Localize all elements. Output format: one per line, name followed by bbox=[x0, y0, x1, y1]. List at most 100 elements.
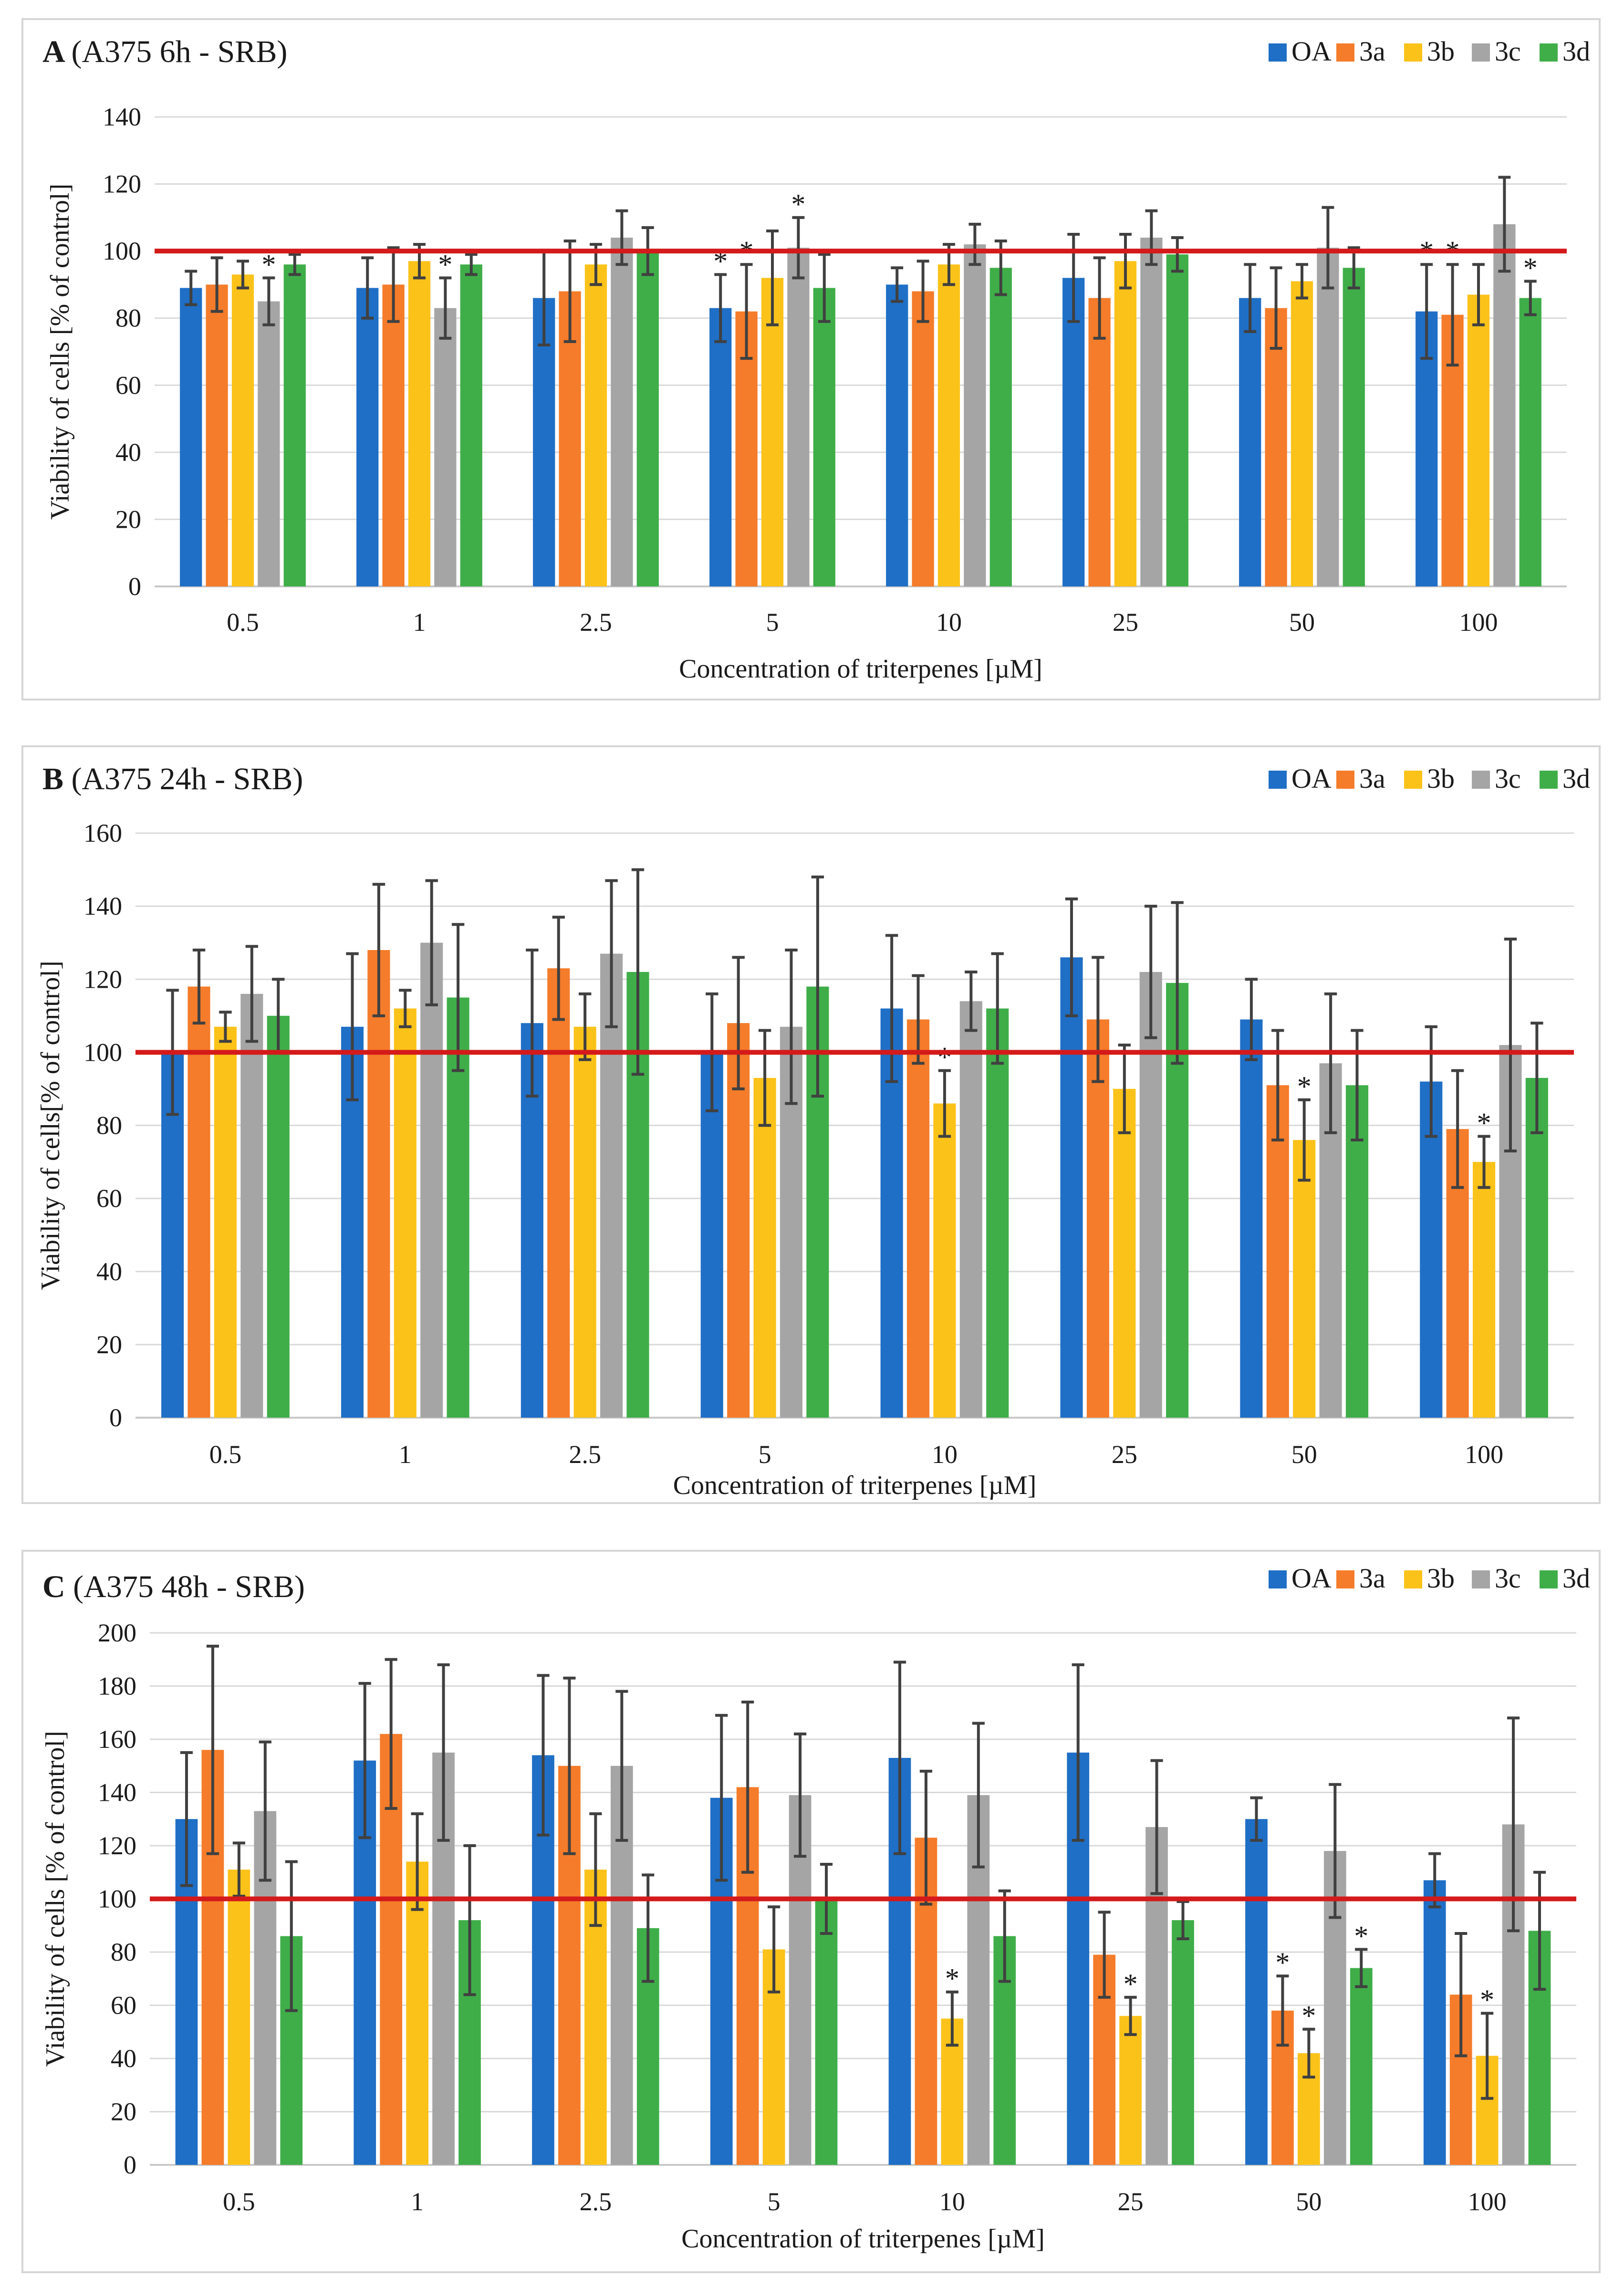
bar bbox=[912, 291, 934, 586]
bar bbox=[584, 264, 607, 586]
legend-label: 3a bbox=[1359, 36, 1385, 67]
x-axis-label: Concentration of triterpenes [µM] bbox=[681, 2224, 1045, 2254]
x-tick-label: 2.5 bbox=[569, 1440, 601, 1469]
legend-swatch bbox=[1336, 43, 1354, 62]
bar bbox=[267, 1015, 290, 1418]
y-axis-label: Viability of cells[% of control] bbox=[36, 961, 65, 1290]
bar bbox=[813, 288, 835, 586]
y-tick-label: 100 bbox=[98, 1885, 136, 1913]
x-axis-label: Concentration of triterpenes [µM] bbox=[673, 1471, 1037, 1500]
chart-title: C (A375 48h - SRB) bbox=[42, 1569, 305, 1604]
x-tick-label: 2.5 bbox=[580, 608, 612, 637]
legend-label: 3c bbox=[1495, 36, 1521, 67]
x-tick-label: 10 bbox=[932, 1440, 958, 1469]
panel-title-text: (A375 6h - SRB) bbox=[72, 34, 288, 69]
chart-panel-b: 0 20 40 60 80 100 120 140 160 0.5 1 2.5 5 10 * 25 50 * 100… bbox=[21, 745, 1601, 1504]
x-tick-label: 1 bbox=[413, 608, 426, 637]
significance-marker: * bbox=[945, 1963, 959, 1995]
bar bbox=[1265, 308, 1287, 586]
y-tick-label: 120 bbox=[98, 1831, 136, 1860]
bar bbox=[700, 1052, 723, 1418]
bar bbox=[394, 1008, 416, 1418]
legend-swatch bbox=[1472, 1570, 1490, 1588]
legend-swatch bbox=[1540, 1570, 1558, 1588]
significance-marker: * bbox=[261, 249, 276, 280]
bar bbox=[1493, 224, 1516, 586]
bar bbox=[1293, 1140, 1316, 1418]
x-tick-label: 100 bbox=[1468, 2187, 1507, 2216]
legend-swatch bbox=[1472, 771, 1490, 789]
y-tick-label: 180 bbox=[98, 1672, 136, 1701]
bar bbox=[573, 1026, 596, 1418]
bar bbox=[1172, 1920, 1194, 2165]
chart-b-svg: 0 20 40 60 80 100 120 140 160 0.5 1 2.5 5 10 * 25 50 * 100… bbox=[36, 762, 1590, 1500]
y-tick-label: 0 bbox=[109, 1403, 122, 1432]
y-tick-label: 160 bbox=[83, 819, 122, 847]
bar bbox=[408, 261, 431, 586]
x-tick-label: 25 bbox=[1112, 1440, 1137, 1469]
x-tick-label: 5 bbox=[768, 2187, 781, 2216]
x-tick-label: 50 bbox=[1289, 608, 1315, 637]
bar bbox=[1350, 1968, 1373, 2165]
x-tick-label: 50 bbox=[1296, 2187, 1322, 2216]
y-tick-label: 0 bbox=[128, 572, 141, 601]
bar bbox=[406, 1861, 428, 2165]
x-tick-label: 10 bbox=[936, 608, 962, 637]
bar bbox=[258, 301, 280, 586]
y-tick-label: 120 bbox=[83, 965, 122, 993]
y-tick-label: 160 bbox=[98, 1725, 136, 1754]
legend-swatch bbox=[1336, 771, 1354, 789]
bar bbox=[1166, 254, 1188, 586]
y-tick-label: 120 bbox=[103, 170, 141, 199]
legend-label: OA bbox=[1291, 763, 1332, 794]
y-tick-label: 80 bbox=[115, 304, 141, 333]
x-tick-label: 5 bbox=[766, 608, 779, 637]
legend-label: 3b bbox=[1427, 1563, 1455, 1594]
bar bbox=[382, 284, 405, 586]
legend-label: 3d bbox=[1562, 36, 1590, 67]
significance-marker: * bbox=[1477, 1107, 1491, 1139]
legend-label: 3c bbox=[1495, 1563, 1521, 1594]
bar bbox=[1139, 972, 1162, 1418]
bar bbox=[753, 1077, 776, 1418]
y-axis-label: Viability of cells [% of control] bbox=[45, 184, 75, 520]
bar bbox=[1423, 1880, 1446, 2165]
significance-marker: * bbox=[1124, 1968, 1138, 2000]
bar bbox=[1088, 298, 1111, 586]
bar bbox=[420, 942, 443, 1418]
bar bbox=[611, 238, 633, 586]
bar bbox=[964, 244, 986, 586]
bar bbox=[1062, 278, 1085, 586]
legend-label: 3a bbox=[1359, 1563, 1385, 1594]
bar bbox=[1240, 1019, 1263, 1418]
legend-swatch bbox=[1540, 771, 1558, 789]
legend-swatch bbox=[1540, 43, 1558, 62]
significance-marker: * bbox=[1301, 2000, 1316, 2032]
bar bbox=[1343, 268, 1365, 586]
legend-swatch bbox=[1336, 1570, 1354, 1588]
x-tick-label: 100 bbox=[1465, 1440, 1503, 1469]
legend-swatch bbox=[1404, 1570, 1422, 1588]
x-tick-label: 25 bbox=[1118, 2187, 1144, 2216]
y-tick-label: 60 bbox=[115, 371, 141, 399]
chart-title: A (A375 6h - SRB) bbox=[42, 34, 287, 69]
bar bbox=[180, 288, 202, 586]
y-tick-label: 60 bbox=[96, 1184, 122, 1213]
y-tick-label: 100 bbox=[83, 1038, 122, 1066]
bar bbox=[986, 1008, 1009, 1418]
y-tick-label: 80 bbox=[111, 1938, 136, 1966]
bar bbox=[1317, 248, 1339, 586]
bar bbox=[206, 284, 228, 586]
significance-marker: * bbox=[438, 249, 452, 280]
legend-label: 3d bbox=[1562, 1563, 1590, 1594]
bar bbox=[1525, 1077, 1548, 1418]
bar bbox=[434, 308, 457, 586]
chart-panel-c: 0 20 40 60 80 100 120 140 160 180 200 0.5 1 2.5 5 10 * 25… bbox=[21, 1550, 1601, 2273]
x-tick-label: 0.5 bbox=[209, 1440, 242, 1469]
significance-marker: * bbox=[1297, 1071, 1312, 1102]
chart-panel-a: 0204060801001201400.5*1*2.55***102550100… bbox=[21, 18, 1601, 700]
x-tick-label: 10 bbox=[939, 2187, 965, 2216]
panel-title-text: (A375 48h - SRB) bbox=[73, 1569, 305, 1604]
bar bbox=[636, 251, 659, 586]
x-axis-label: Concentration of triterpenes [µM] bbox=[679, 654, 1042, 684]
